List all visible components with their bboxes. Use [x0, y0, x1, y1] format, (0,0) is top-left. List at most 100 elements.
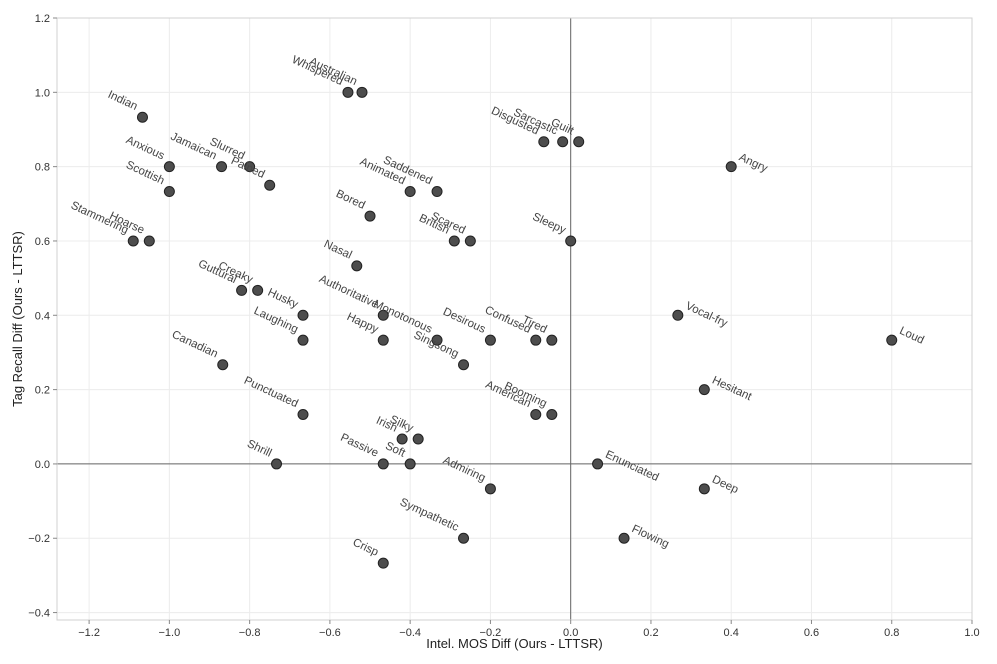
- data-point: [698, 483, 710, 495]
- data-point: [484, 483, 496, 495]
- y-tick-label: 0.2: [35, 385, 50, 397]
- point-label: Loud: [897, 325, 925, 347]
- point-label: Flowing: [630, 523, 671, 551]
- point-label: Pained: [229, 155, 267, 181]
- data-point: [396, 433, 408, 445]
- y-tick-label: 1.2: [35, 13, 50, 25]
- y-axis-label: Tag Recall Diff (Ours - LTTSR): [10, 231, 25, 407]
- data-point: [464, 235, 476, 247]
- point-label: Crisp: [351, 537, 380, 559]
- plot-frame: [56, 17, 973, 621]
- point-label: Creaky: [216, 260, 254, 286]
- point-label: Husky: [266, 287, 300, 311]
- data-point: [264, 179, 276, 191]
- x-tick-label: −1.0: [159, 627, 181, 639]
- x-tick-label: −0.2: [480, 627, 502, 639]
- data-point: [431, 334, 443, 346]
- data-point: [538, 136, 550, 148]
- x-tick-label: −0.4: [399, 627, 421, 639]
- point-label: Punctuated: [242, 375, 300, 410]
- data-point: [377, 309, 389, 321]
- data-point: [356, 86, 368, 98]
- point-label: Angry: [737, 151, 770, 175]
- data-point: [557, 136, 569, 148]
- data-point: [404, 458, 416, 470]
- data-point: [565, 235, 577, 247]
- y-tick-label: 1.0: [35, 87, 50, 99]
- data-point: [573, 136, 585, 148]
- point-label: Hesitant: [710, 374, 754, 403]
- point-label: Singsong: [412, 329, 461, 360]
- data-points: [127, 86, 898, 569]
- y-tick-label: −0.2: [28, 533, 50, 545]
- data-point: [136, 111, 148, 123]
- data-point: [431, 186, 443, 198]
- data-point: [143, 235, 155, 247]
- point-label: Sympathetic: [398, 496, 461, 534]
- point-label: Enunciated: [603, 449, 660, 484]
- x-axis-label: Intel. MOS Diff (Ours - LTTSR): [426, 636, 602, 651]
- x-tick-label: 0.6: [804, 627, 819, 639]
- data-point: [725, 161, 737, 173]
- point-label: Nasal: [322, 238, 354, 261]
- data-point: [592, 458, 604, 470]
- data-point: [252, 284, 264, 296]
- point-label: Canadian: [170, 329, 220, 361]
- y-tick-label: 0.0: [35, 459, 50, 471]
- x-tick-label: 0.8: [884, 627, 899, 639]
- data-point: [244, 161, 256, 173]
- point-labels: AustralianWhisperedIndianSarcasticDisgus…: [69, 54, 926, 559]
- x-tick-label: 0.0: [563, 627, 578, 639]
- x-tick-label: 0.2: [643, 627, 658, 639]
- y-tick-label: 0.4: [35, 310, 50, 322]
- data-point: [618, 532, 630, 544]
- point-label: Desirous: [441, 306, 487, 336]
- data-point: [448, 235, 460, 247]
- point-label: Happy: [345, 311, 380, 336]
- data-point: [698, 384, 710, 396]
- data-point: [377, 334, 389, 346]
- data-point: [216, 161, 228, 173]
- y-tick-label: −0.4: [28, 608, 50, 620]
- point-label: Passive: [338, 432, 380, 460]
- x-tick-label: −0.6: [319, 627, 341, 639]
- data-point: [404, 186, 416, 198]
- data-point: [297, 409, 309, 421]
- data-point: [546, 334, 558, 346]
- data-point: [351, 260, 363, 272]
- data-point: [484, 334, 496, 346]
- data-point: [297, 334, 309, 346]
- point-label: Scottish: [124, 159, 166, 187]
- x-tick-label: −0.8: [239, 627, 261, 639]
- point-label: Admiring: [441, 454, 487, 484]
- data-point: [377, 458, 389, 470]
- data-point: [297, 309, 309, 321]
- data-point: [886, 334, 898, 346]
- data-point: [163, 161, 175, 173]
- data-point: [342, 86, 354, 98]
- point-label: Anxious: [124, 134, 166, 162]
- y-tick-label: 0.6: [35, 236, 50, 248]
- point-label: Bored: [334, 188, 367, 212]
- point-label: Deep: [710, 474, 740, 496]
- point-label: Sleepy: [531, 211, 568, 237]
- data-point: [412, 433, 424, 445]
- x-tick-label: 1.0: [964, 627, 979, 639]
- data-point: [236, 284, 248, 296]
- y-tick-label: 0.8: [35, 162, 50, 174]
- data-point: [364, 210, 376, 222]
- data-point: [672, 309, 684, 321]
- data-point: [458, 532, 470, 544]
- data-point: [377, 557, 389, 569]
- data-point: [530, 334, 542, 346]
- data-point: [163, 186, 175, 198]
- data-point: [458, 359, 470, 371]
- data-point: [271, 458, 283, 470]
- data-point: [546, 409, 558, 421]
- point-label: Authoritative: [317, 273, 380, 311]
- data-point: [127, 235, 139, 247]
- data-point: [217, 359, 229, 371]
- x-axis-ticks: −1.2 −1.0 −0.8 −0.6 −0.4 −0.2 0.0 0.2 0.4 0.6 0.8 1…: [78, 620, 980, 639]
- x-tick-label: −1.2: [78, 627, 100, 639]
